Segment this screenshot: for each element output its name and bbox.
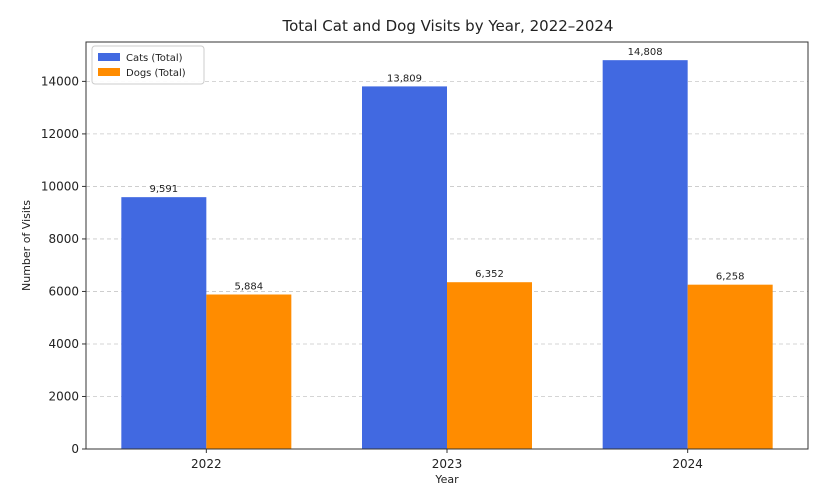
legend: Cats (Total) Dogs (Total) [91, 45, 205, 85]
data-label: 9,591 [150, 184, 179, 195]
bar-dogs-2023 [447, 282, 532, 449]
data-label: 6,352 [475, 269, 504, 280]
y-tick-label: 12000 [41, 127, 79, 141]
legend-label-dogs: Dogs (Total) [126, 68, 186, 79]
bar-dogs-2024 [687, 284, 773, 449]
y-tick-label: 10000 [41, 179, 79, 193]
legend-swatch-cats [98, 53, 120, 61]
x-tick-label: 2023 [432, 457, 463, 471]
y-tick-label: 14000 [41, 74, 79, 88]
y-tick-label: 0 [71, 442, 79, 456]
bar-cats-2023 [362, 86, 447, 449]
bar-cats-2024 [602, 60, 688, 449]
chart-title: Total Cat and Dog Visits by Year, 2022–2… [282, 17, 614, 35]
data-label: 5,884 [235, 281, 264, 292]
data-label: 6,258 [716, 272, 745, 283]
data-labels: 9,591 5,884 13,809 6,352 14,808 6,258 [150, 47, 745, 292]
y-axis-label: Number of Visits [20, 200, 33, 291]
bar-dogs-2022 [206, 294, 292, 449]
y-tick-label: 4000 [48, 337, 79, 351]
y-tick-label: 6000 [48, 284, 79, 298]
y-axis: 0 2000 4000 6000 8000 10000 12000 14000 [41, 74, 86, 456]
bars [121, 60, 773, 449]
y-tick-label: 2000 [48, 389, 79, 403]
x-axis-label: Year [434, 473, 459, 486]
data-label: 14,808 [628, 47, 663, 58]
legend-swatch-dogs [98, 68, 120, 76]
bar-cats-2022 [121, 197, 207, 449]
legend-label-cats: Cats (Total) [126, 53, 183, 64]
data-label: 13,809 [387, 73, 422, 84]
x-axis: 2022 2023 2024 [191, 449, 703, 471]
x-tick-label: 2022 [191, 457, 222, 471]
x-tick-label: 2024 [672, 457, 703, 471]
y-tick-label: 8000 [48, 232, 79, 246]
